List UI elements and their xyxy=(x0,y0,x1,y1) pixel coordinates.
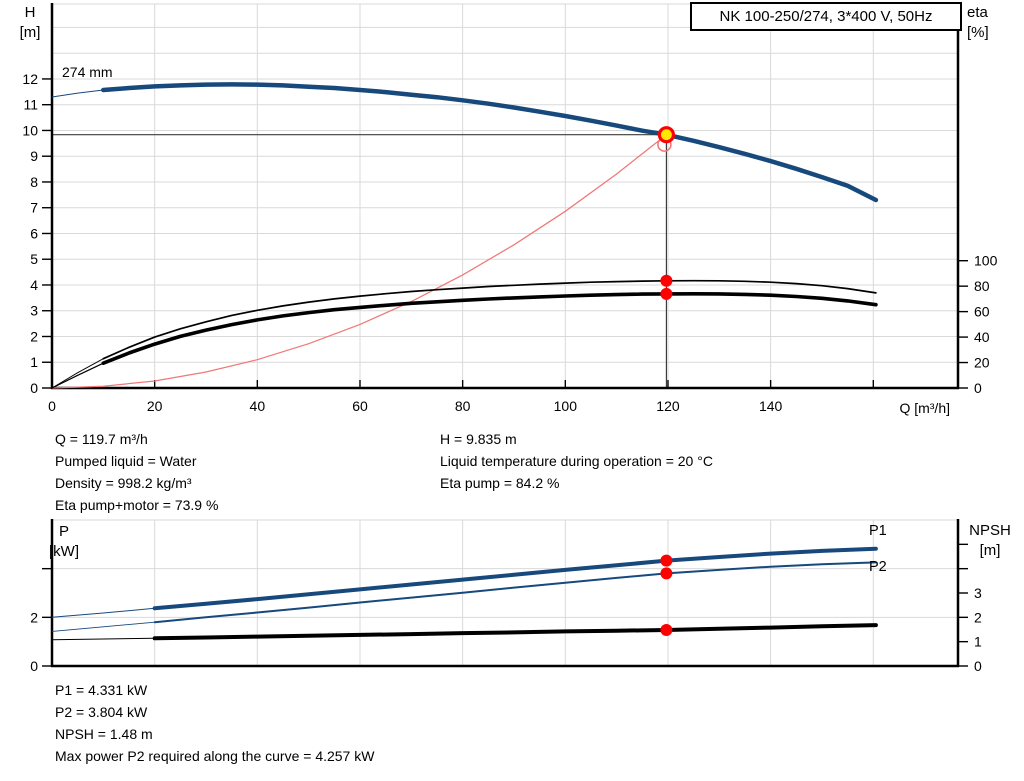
eta-axis-label: eta [%] xyxy=(967,3,989,43)
y-tick-label: 6 xyxy=(30,225,38,241)
h-axis-label-line2: [m] xyxy=(19,24,41,41)
y-tick-label: 40 xyxy=(974,329,990,345)
annotation-line: Pumped liquid = Water xyxy=(55,453,197,469)
annotation-line: Eta pump+motor = 73.9 % xyxy=(55,497,219,513)
x-tick-label: 140 xyxy=(759,398,783,414)
annotation-line: Density = 998.2 kg/m³ xyxy=(55,475,192,491)
p1-curve xyxy=(152,546,878,611)
head-curve-274mm-lead xyxy=(51,89,104,98)
npsh-point xyxy=(660,624,673,636)
annotation-line: H = 9.835 m xyxy=(440,431,517,447)
x-tick-label: 0 xyxy=(48,398,56,414)
y-tick-label: 11 xyxy=(23,97,38,113)
p2-point xyxy=(660,567,673,580)
p1-point xyxy=(660,554,673,567)
h-axis-label: H [m] xyxy=(8,3,52,43)
eta-pump-motor-curve xyxy=(101,291,878,366)
annotation-line: P1 = 4.331 kW xyxy=(55,682,148,698)
eta-pump-motor-curve-lead xyxy=(51,362,104,389)
eta-axis-label-line1: eta xyxy=(967,4,988,21)
annotation-line: P2 = 3.804 kW xyxy=(55,704,148,720)
power-npsh-chart: 0 2 0 1 2 3 xyxy=(30,519,982,674)
h-axis-label-line1: H xyxy=(24,4,36,21)
q-axis-label: Q [m³/h] xyxy=(899,400,950,416)
head-curve-274mm xyxy=(101,82,879,203)
y-tick-label: 5 xyxy=(30,251,38,267)
annotation-line: Liquid temperature during operation = 20… xyxy=(440,453,713,469)
y-tick-label: 2 xyxy=(30,609,38,625)
y-tick-label: 9 xyxy=(30,148,38,164)
npsh-axis-label-line1: NPSH xyxy=(969,522,1011,539)
y-tick-label: 7 xyxy=(30,200,38,216)
eta-axis-label-line2: [%] xyxy=(967,24,989,41)
power-data-block: P1 = 4.331 kW P2 = 3.804 kW NPSH = 1.48 … xyxy=(55,679,374,767)
y-tick-label: 0 xyxy=(974,380,982,396)
eta-pump-point xyxy=(660,274,673,287)
y-tick-label: 4 xyxy=(30,277,38,293)
p2-curve xyxy=(153,561,877,624)
npsh-axis-label-line2: [m] xyxy=(979,542,1001,559)
y-tick-label: 80 xyxy=(974,278,990,294)
p1-curve-label: P1 xyxy=(869,523,887,539)
y-tick-label: 0 xyxy=(974,658,982,674)
y-tick-label: 10 xyxy=(22,122,38,138)
duty-data-right: H = 9.835 m Liquid temperature during op… xyxy=(440,428,713,494)
duty-point[interactable] xyxy=(657,126,676,144)
x-tick-label: 60 xyxy=(352,398,368,414)
p1-curve-lead xyxy=(51,607,155,618)
y-tick-label: 0 xyxy=(30,380,38,396)
npsh-curve-lead xyxy=(51,637,155,641)
y-tick-label: 8 xyxy=(30,174,38,190)
x-tick-label: 120 xyxy=(656,398,680,414)
p2-curve-lead xyxy=(51,621,155,632)
y-tick-label: 60 xyxy=(974,304,990,320)
x-tick-label: 80 xyxy=(455,398,471,414)
y-tick-label: 1 xyxy=(30,354,38,370)
p-axis-label: P [kW] xyxy=(36,522,92,562)
y-tick-label: 100 xyxy=(974,253,998,269)
p-axis-label-line2: [kW] xyxy=(49,543,79,560)
npsh-curve xyxy=(152,623,878,641)
system-curve xyxy=(51,134,667,389)
eta-pump-motor-point xyxy=(660,287,673,300)
y-tick-label: 20 xyxy=(974,355,990,371)
eta-pump-curve-lead xyxy=(51,358,104,389)
annotation-line: Max power P2 required along the curve = … xyxy=(55,748,375,764)
y-tick-label: 12 xyxy=(22,71,38,87)
duty-data-left: Q = 119.7 m³/h Pumped liquid = Water Den… xyxy=(55,428,218,516)
annotation-line: NPSH = 1.48 m xyxy=(55,726,153,742)
p2-curve-label: P2 xyxy=(869,559,887,575)
y-tick-label: 0 xyxy=(30,658,38,674)
npsh-axis-label: NPSH [m] xyxy=(958,521,1022,561)
impeller-diameter-label: 274 mm xyxy=(62,64,113,80)
y-tick-label: 1 xyxy=(974,634,982,650)
y-tick-label: 3 xyxy=(30,303,38,319)
x-tick-label: 100 xyxy=(554,398,578,414)
head-efficiency-chart: 0 20 40 60 80 100 120 1400123456789101112020406… xyxy=(22,3,998,414)
y-tick-label: 3 xyxy=(974,585,982,601)
chart-title: NK 100-250/274, 3*400 V, 50Hz xyxy=(690,2,962,31)
annotation-line: Eta pump = 84.2 % xyxy=(440,475,560,491)
x-tick-label: 40 xyxy=(250,398,266,414)
eta-pump-curve xyxy=(102,279,877,360)
annotation-line: Q = 119.7 m³/h xyxy=(55,431,148,447)
p-axis-label-line1: P xyxy=(58,523,69,540)
y-tick-label: 2 xyxy=(30,328,38,344)
x-tick-label: 20 xyxy=(147,398,163,414)
y-tick-label: 2 xyxy=(974,609,982,625)
